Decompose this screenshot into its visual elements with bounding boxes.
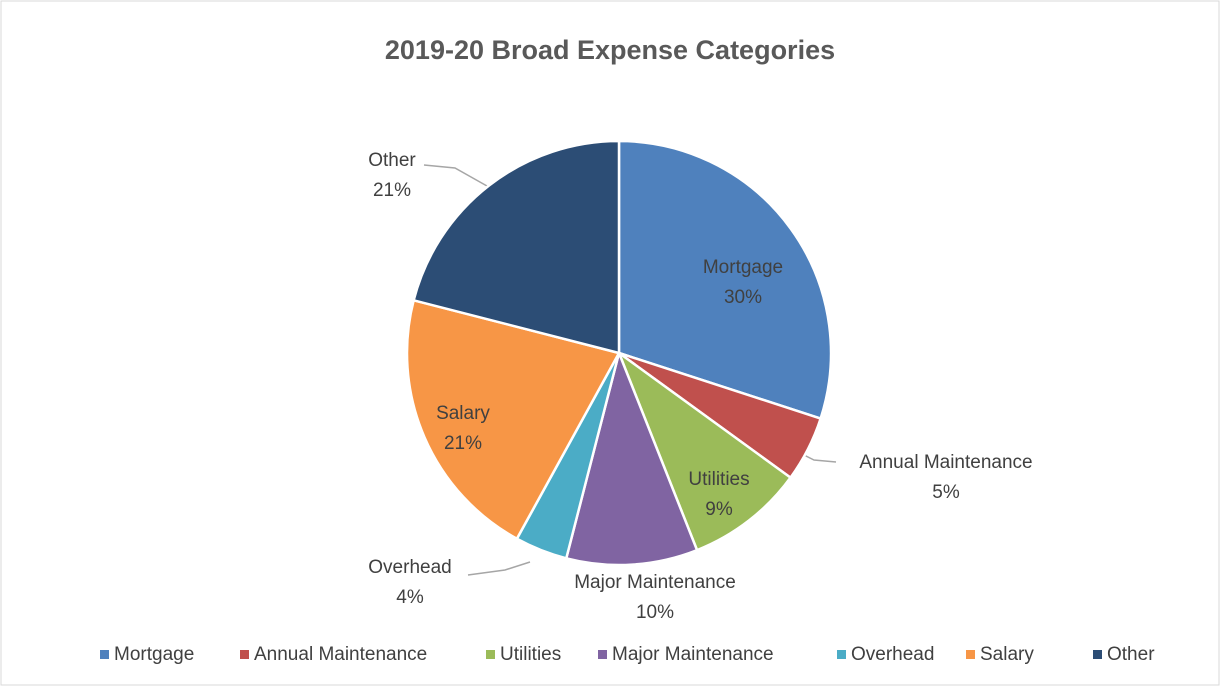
legend-swatch [598,650,607,659]
pie-slice [617,139,833,421]
slice-label-value: 4% [396,587,424,608]
slice-label-value: 21% [444,433,482,454]
slice-label-value: 10% [636,602,674,623]
slice-label-value: 30% [724,287,762,308]
slice-label-name: Other [368,150,416,171]
legend-label: Salary [980,644,1034,665]
legend-swatch [837,650,846,659]
legend-swatch [486,650,495,659]
legend-label: Overhead [851,644,934,665]
slice-label-name: Annual Maintenance [859,452,1032,473]
slice-label-name: Major Maintenance [574,572,736,593]
slice-label-name: Utilities [688,469,749,490]
legend-label: Annual Maintenance [254,644,427,665]
slice-label-value: 21% [373,180,411,201]
legend-label: Utilities [500,644,561,665]
legend-swatch [100,650,109,659]
chart-title: 2019-20 Broad Expense Categories [385,35,835,65]
legend-swatch [1093,650,1102,659]
legend-label: Mortgage [114,644,194,665]
leader-line [467,561,531,576]
slice-label-value: 5% [932,482,960,503]
legend-label: Major Maintenance [612,644,774,665]
pie-slice [405,298,621,541]
legend-label: Other [1107,644,1155,665]
pie-slice [564,348,699,567]
slice-label-name: Salary [436,403,490,424]
slice-label-name: Overhead [368,557,451,578]
legend-swatch [240,650,249,659]
pie-slice [412,139,621,355]
slice-label-name: Mortgage [703,257,783,278]
pie-slice [616,349,793,552]
slice-label-value: 9% [705,499,733,520]
leader-line [423,164,488,187]
legend-swatch [966,650,975,659]
